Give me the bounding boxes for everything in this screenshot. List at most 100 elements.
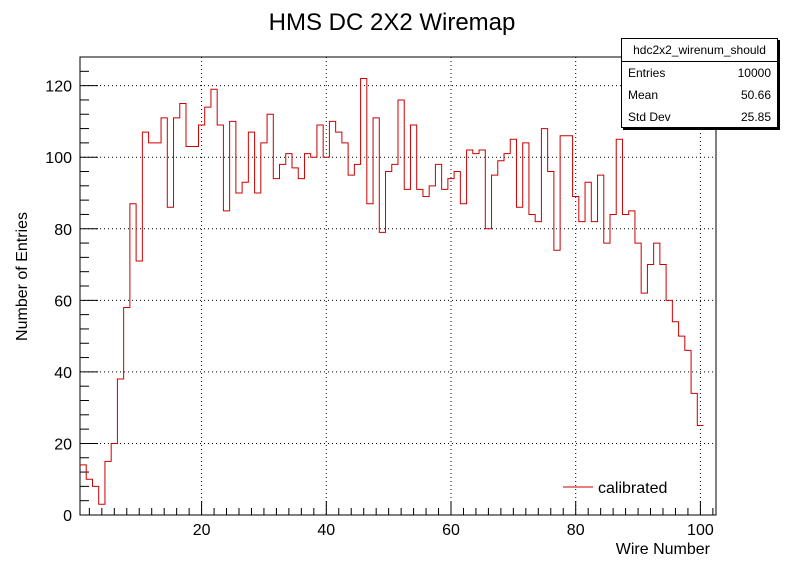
histogram-bin: [161, 118, 167, 515]
histogram-bin: [573, 197, 579, 515]
histogram-bin: [311, 157, 317, 515]
axes: 20 40 60 80 100 0 20 40 60 80 100 120: [45, 56, 717, 539]
histogram-bin: [223, 211, 229, 515]
histogram-bin: [654, 243, 660, 515]
histogram-bin: [685, 350, 691, 515]
histogram-bin: [130, 204, 136, 515]
histogram-bin: [230, 121, 236, 515]
stats-title: hdc2x2_wirenum_should: [622, 39, 777, 62]
histogram-bin: [467, 150, 473, 515]
histogram-bin: [691, 393, 697, 515]
histogram-bin: [479, 150, 485, 515]
histogram-bin: [523, 143, 529, 515]
histogram-bin: [448, 179, 454, 515]
histogram-bin: [367, 204, 373, 515]
x-tick-label: 60: [442, 522, 460, 539]
histogram-bin: [167, 207, 173, 515]
histogram-bin: [273, 179, 279, 515]
histogram-bin: [647, 265, 653, 515]
stats-row-entries: Entries 10000: [622, 62, 777, 84]
histogram-bin: [504, 154, 510, 515]
histogram-bin: [248, 132, 254, 515]
histogram-bin: [99, 504, 105, 515]
x-tick-label: 100: [687, 522, 714, 539]
histogram-bin: [598, 175, 604, 515]
histogram-bin: [516, 207, 522, 515]
histogram-bin: [149, 143, 155, 515]
histogram-bin: [373, 118, 379, 515]
histogram-bin: [286, 154, 292, 515]
histogram-bin: [323, 157, 329, 515]
y-axis-label: Number of Entries: [14, 212, 31, 341]
y-tick-label: 20: [54, 436, 72, 453]
histogram-bin: [535, 222, 541, 515]
histogram-bin: [292, 168, 298, 515]
histogram-bin: [317, 125, 323, 515]
histogram-bin: [410, 125, 416, 515]
histogram-bin: [460, 204, 466, 515]
histogram-bin: [217, 125, 223, 515]
histogram-bin: [492, 175, 498, 515]
histogram-bin: [192, 146, 198, 515]
histogram-bin: [560, 136, 566, 515]
histogram-bin: [679, 336, 685, 515]
stats-row-stddev: Std Dev 25.85: [622, 106, 777, 128]
histogram-bin: [117, 379, 123, 515]
histogram-bin: [155, 143, 161, 515]
histogram-bin: [379, 232, 385, 515]
histogram-bin: [591, 222, 597, 515]
histogram-bin: [697, 426, 703, 515]
histogram-bin: [142, 132, 148, 515]
histogram-bin: [435, 164, 441, 515]
histogram-bin: [261, 143, 267, 515]
histogram-bin: [398, 100, 404, 515]
histogram-bin: [174, 118, 180, 515]
histogram-bin: [548, 172, 554, 516]
y-tick-label: 40: [54, 365, 72, 382]
histogram-bin: [629, 211, 635, 515]
histogram-bin: [404, 189, 410, 515]
y-tick-label: 60: [54, 293, 72, 310]
histogram-bin: [342, 143, 348, 515]
histogram-bin: [304, 154, 310, 515]
stats-label: Entries: [628, 66, 666, 80]
histogram-bin: [660, 265, 666, 515]
histogram-bars: [80, 77, 704, 516]
histogram-bin: [361, 78, 367, 515]
histogram-bin: [529, 214, 535, 515]
histogram-bin: [242, 182, 248, 515]
histogram-bin: [473, 154, 479, 515]
histogram-bin: [354, 164, 360, 515]
histogram-bin: [205, 107, 211, 515]
stats-value: 50.66: [740, 88, 771, 102]
y-tick-label: 0: [63, 508, 72, 525]
histogram-bin: [541, 129, 547, 515]
x-tick-label: 80: [567, 522, 585, 539]
histogram-bin: [392, 164, 398, 515]
histogram-bin: [105, 461, 111, 515]
histogram-bin: [92, 486, 98, 515]
stats-label: Std Dev: [628, 110, 671, 124]
histogram-bin: [348, 175, 354, 515]
histogram-bin: [454, 172, 460, 516]
histogram-bin: [610, 214, 616, 515]
histogram-bin: [211, 89, 217, 515]
histogram-bin: [186, 146, 192, 515]
histogram-bin: [386, 172, 392, 516]
histogram-bin: [111, 443, 117, 515]
histogram-bin: [604, 243, 610, 515]
histogram-bin: [136, 261, 142, 515]
histogram-bin: [329, 121, 335, 515]
histogram-bin: [86, 479, 92, 515]
histogram-bin: [267, 114, 273, 515]
histogram-bin: [236, 193, 242, 515]
histogram-bin: [616, 139, 622, 515]
chart-title: HMS DC 2X2 Wiremap: [269, 9, 516, 36]
histogram-bin: [423, 197, 429, 515]
histogram-bin: [672, 322, 678, 515]
y-tick-label: 100: [45, 150, 72, 167]
histogram-line: [80, 77, 704, 505]
histogram-bin: [579, 222, 585, 515]
histogram-bin: [635, 243, 641, 515]
